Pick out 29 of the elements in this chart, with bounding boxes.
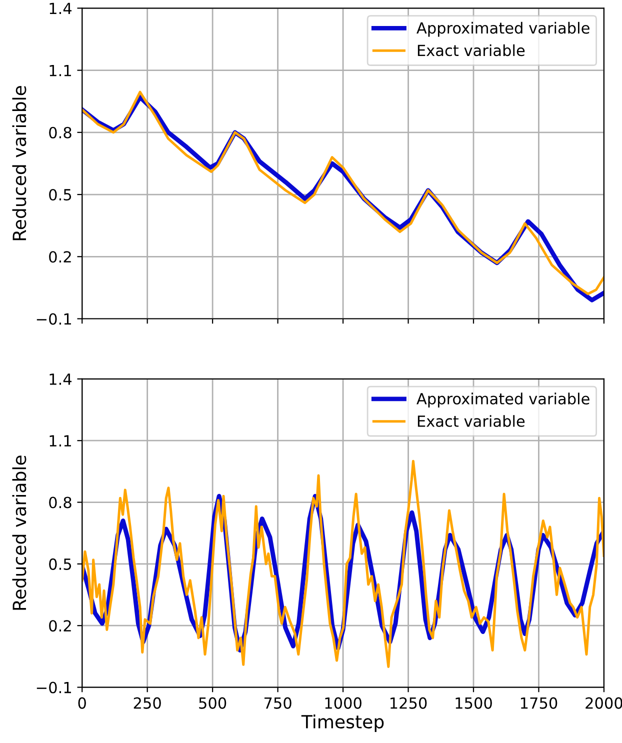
x-tick-label: 1000 — [325, 697, 362, 709]
x-axis-title: Timestep — [301, 714, 384, 732]
x-tick-label: 1750 — [520, 697, 558, 709]
y-axis-title: Reduced variable — [12, 86, 26, 240]
y-tick-label: 1.1 — [50, 64, 71, 76]
y-tick-label: 0.8 — [49, 126, 72, 138]
x-tick-label: 750 — [264, 697, 292, 709]
y-tick-label: 0.2 — [49, 620, 71, 632]
y-tick-label: −0.1 — [36, 313, 71, 325]
legend-label: Exact variable — [418, 415, 525, 427]
y-tick-label: 0.2 — [49, 251, 71, 263]
y-tick-label: 0.5 — [49, 188, 72, 201]
legend-label: Approximated variable — [416, 22, 590, 37]
x-tick-label: 1250 — [390, 697, 427, 709]
x-tick-label: 2000 — [586, 697, 622, 709]
y-tick-label: 1.4 — [50, 374, 72, 385]
x-tick-label: 500 — [199, 697, 226, 709]
x-tick-label: 0 — [78, 697, 86, 709]
y-tick-label: 0.5 — [49, 558, 72, 570]
y-tick-label: 1.1 — [50, 435, 71, 446]
legend-label: Approximated variable — [416, 392, 590, 408]
x-tick-label: 250 — [134, 697, 161, 709]
y-tick-label: 0.8 — [49, 496, 72, 508]
y-tick-label: −0.1 — [36, 682, 71, 694]
y-tick-label: 1.4 — [50, 2, 72, 14]
y-axis-title: Reduced variable — [12, 456, 26, 610]
x-tick-label: 1500 — [456, 697, 492, 709]
line-series — [82, 460, 604, 668]
legend-label: Exact variable — [418, 44, 525, 56]
